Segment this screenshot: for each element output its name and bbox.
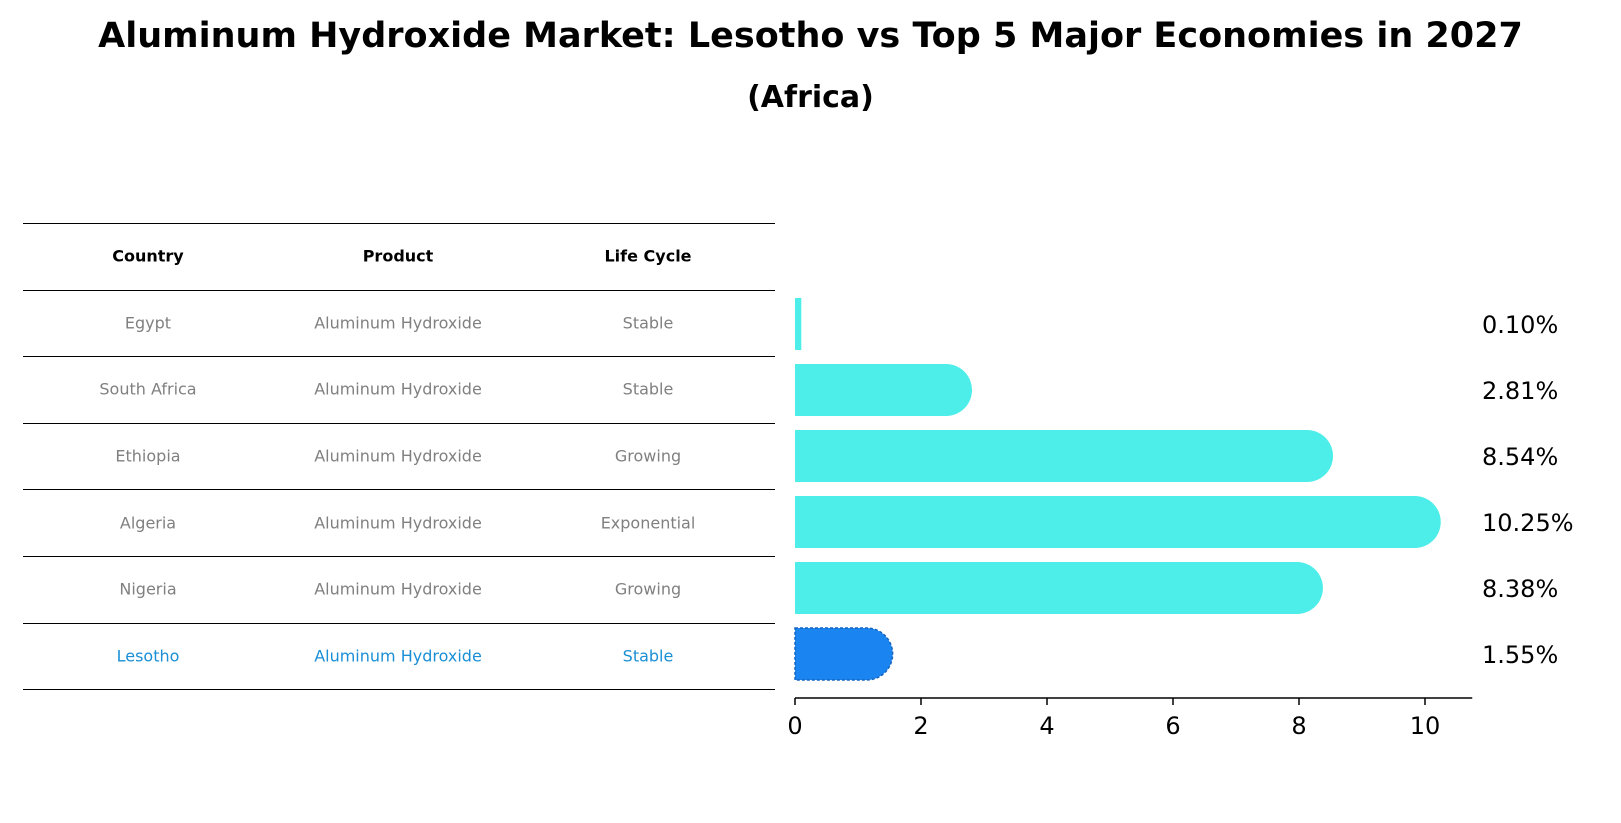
table-cell-country: Egypt bbox=[124, 313, 172, 333]
x-tick-label: 8 bbox=[1291, 712, 1306, 740]
bar-lesotho bbox=[794, 627, 894, 681]
table-rule bbox=[23, 290, 775, 291]
x-tick-label: 6 bbox=[1165, 712, 1180, 740]
bar-ethiopia bbox=[795, 430, 1334, 482]
bar-south-africa bbox=[795, 364, 973, 416]
table-cell-product: Aluminum Hydroxide bbox=[314, 513, 482, 533]
table-rule bbox=[23, 623, 775, 624]
table-cell-product: Aluminum Hydroxide bbox=[314, 446, 482, 466]
table-header-product: Product bbox=[362, 246, 434, 266]
table-rule bbox=[23, 423, 775, 424]
table-rule bbox=[23, 489, 775, 490]
x-tick-label: 2 bbox=[913, 712, 928, 740]
data-label: 8.38% bbox=[1482, 575, 1558, 603]
table-cell-life-cycle: Stable bbox=[622, 646, 674, 666]
table-cell-country: South Africa bbox=[99, 379, 197, 399]
table-cell-life-cycle: Stable bbox=[622, 313, 674, 333]
table-cell-product: Aluminum Hydroxide bbox=[314, 646, 482, 666]
chart-subtitle: (Africa) bbox=[747, 80, 874, 115]
table-rule bbox=[23, 556, 775, 557]
x-tick-label: 10 bbox=[1410, 712, 1441, 740]
bar-algeria bbox=[795, 496, 1441, 548]
x-tick-label: 0 bbox=[787, 712, 802, 740]
table-cell-country: Algeria bbox=[119, 513, 177, 533]
table-rule bbox=[23, 223, 775, 224]
bar-nigeria bbox=[795, 562, 1323, 614]
data-label: 1.55% bbox=[1482, 641, 1558, 669]
table-cell-product: Aluminum Hydroxide bbox=[314, 379, 482, 399]
x-tick-label: 4 bbox=[1039, 712, 1054, 740]
table-cell-product: Aluminum Hydroxide bbox=[314, 579, 482, 599]
data-label: 0.10% bbox=[1482, 311, 1558, 339]
data-label: 2.81% bbox=[1482, 377, 1558, 405]
table-rule bbox=[23, 689, 775, 690]
table-cell-life-cycle: Growing bbox=[614, 446, 682, 466]
data-label: 10.25% bbox=[1482, 509, 1574, 537]
table-header-life-cycle: Life Cycle bbox=[604, 246, 692, 266]
table-cell-life-cycle: Exponential bbox=[600, 513, 696, 533]
table-cell-country: Nigeria bbox=[119, 579, 177, 599]
chart-title: Aluminum Hydroxide Market: Lesotho vs To… bbox=[98, 16, 1523, 56]
table-cell-life-cycle: Stable bbox=[622, 379, 674, 399]
table-cell-country: Lesotho bbox=[116, 646, 180, 666]
table-cell-country: Ethiopia bbox=[115, 446, 181, 466]
table-cell-life-cycle: Growing bbox=[614, 579, 682, 599]
bar-egypt bbox=[795, 298, 802, 350]
data-label: 8.54% bbox=[1482, 443, 1558, 471]
table-rule bbox=[23, 356, 775, 357]
table-cell-product: Aluminum Hydroxide bbox=[314, 313, 482, 333]
table-header-country: Country bbox=[112, 246, 184, 266]
